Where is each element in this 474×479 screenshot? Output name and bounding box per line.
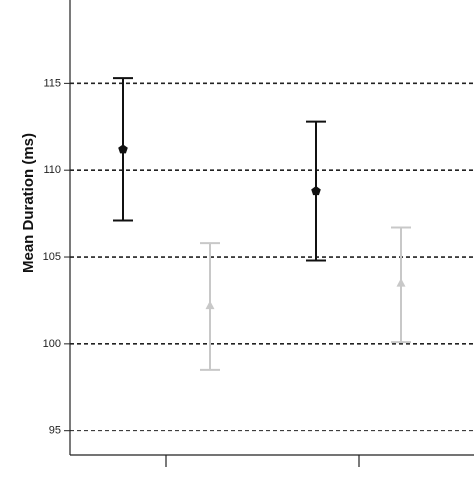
mean-marker — [205, 300, 215, 310]
y-tick-label: 115 — [43, 77, 61, 89]
error-bar-point — [306, 120, 326, 262]
mean-marker — [396, 278, 406, 287]
y-tick-label: 95 — [49, 425, 61, 437]
grid-layer — [70, 82, 474, 432]
mean-marker — [118, 144, 128, 154]
series-layer — [113, 77, 411, 371]
y-tick-label: 100 — [43, 338, 61, 350]
error-bar-point — [113, 77, 133, 222]
error-bar-point — [200, 242, 220, 371]
y-axis-label: Mean Duration (ms) — [20, 133, 37, 273]
y-tick-label: 110 — [43, 164, 61, 176]
error-bar-point — [391, 226, 411, 344]
y-tick-label: 105 — [43, 251, 61, 263]
mean-marker — [311, 186, 321, 196]
axis-layer: 95 100 105 110 115 — [43, 0, 474, 467]
